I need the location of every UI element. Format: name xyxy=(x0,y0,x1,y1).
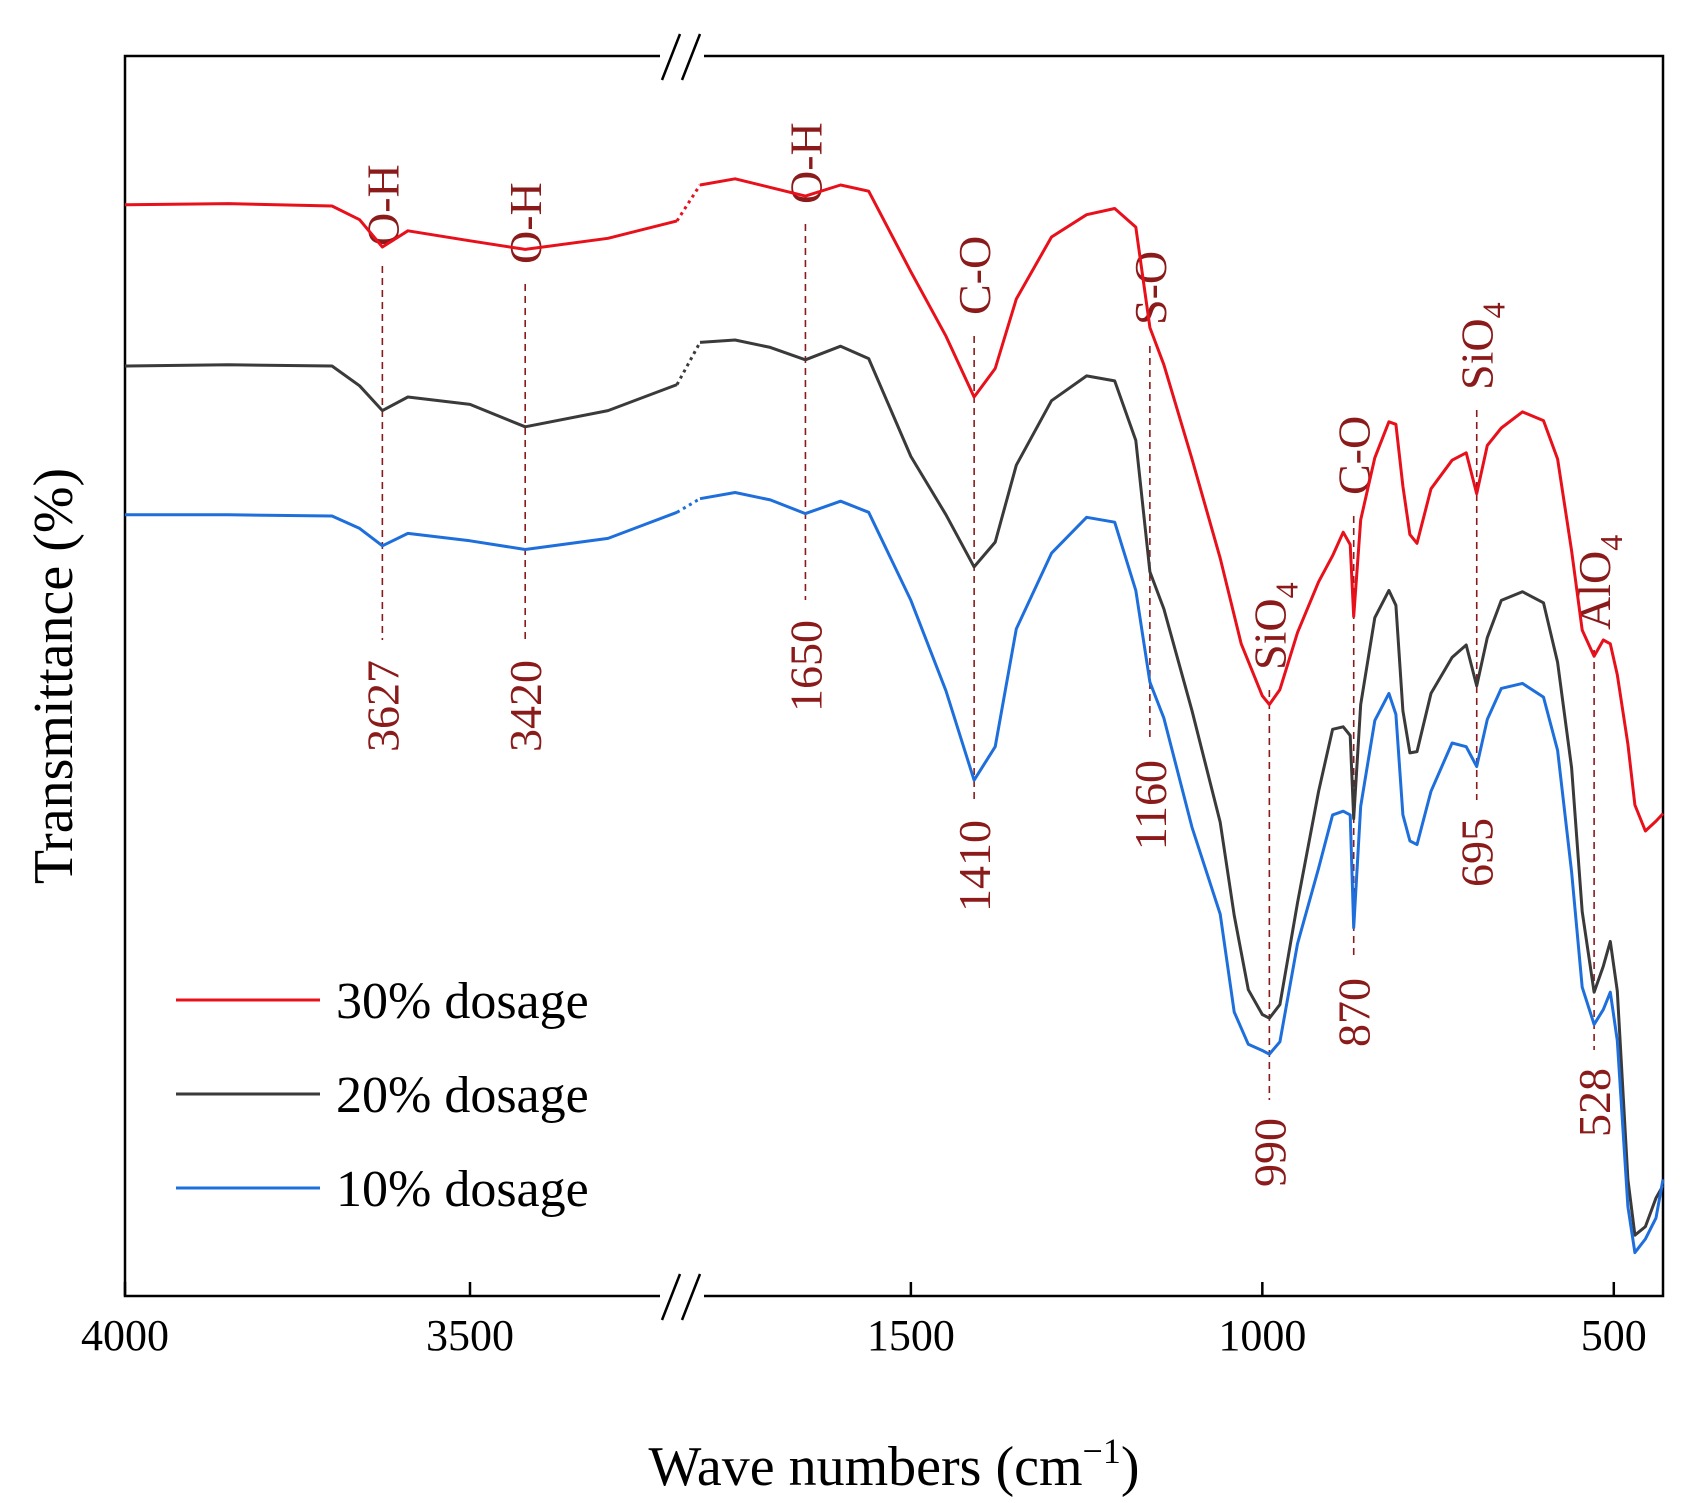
series-group xyxy=(124,177,1665,1255)
series-10-dosage-break-connector xyxy=(676,497,701,514)
x-ticks: 4000 3500 1500 1000 500 xyxy=(81,1282,1647,1360)
peak-value-1160: 1160 xyxy=(1125,760,1176,850)
peak-value-870: 870 xyxy=(1329,978,1380,1047)
axis-break-bottom xyxy=(660,1273,704,1321)
x-axis-title: Wave numbers (cm−1) xyxy=(649,1431,1140,1498)
series-30-dosage-right xyxy=(699,177,1665,833)
peak-group-1160: S-O xyxy=(1125,251,1176,325)
peak-value-528: 528 xyxy=(1569,1068,1620,1137)
series-10-dosage-left xyxy=(125,510,678,551)
y-axis-title: Transmittance (%) xyxy=(23,468,85,884)
series-30-dosage-break-connector xyxy=(675,184,702,222)
peak-group-3627: O-H xyxy=(357,164,408,246)
series-30-dosage-left xyxy=(124,202,678,251)
plot-frame xyxy=(123,54,1665,1298)
peak-value-695: 695 xyxy=(1452,818,1503,887)
peak-group-870: C-O xyxy=(1329,416,1380,495)
x-tick-label-1000: 1000 xyxy=(1218,1311,1306,1360)
peak-group-695: SiO4 xyxy=(1452,302,1512,390)
peak-value-3627: 3627 xyxy=(357,660,408,752)
x-tick-label-4000: 4000 xyxy=(81,1311,169,1360)
series-20-dosage-break-connector xyxy=(675,341,702,386)
axis-break-top xyxy=(660,33,704,81)
legend-label-10-dosage: 10% dosage xyxy=(336,1161,589,1218)
legend: 30% dosage 20% dosage 10% dosage xyxy=(176,973,589,1218)
peak-value-1650: 1650 xyxy=(780,620,831,712)
series-20-dosage-left xyxy=(124,363,678,429)
peak-group-990: SiO4 xyxy=(1244,582,1304,670)
series-10-dosage-right xyxy=(699,491,1665,1255)
series-20-dosage-right xyxy=(699,338,1665,1237)
x-tick-label-3500: 3500 xyxy=(426,1311,514,1360)
x-tick-label-500: 500 xyxy=(1581,1311,1647,1360)
peak-group-1410: C-O xyxy=(949,236,1000,315)
x-tick-label-1500: 1500 xyxy=(867,1311,955,1360)
legend-label-30-dosage: 30% dosage xyxy=(336,973,589,1030)
peak-value-3420: 3420 xyxy=(500,660,551,752)
peak-group-3420: O-H xyxy=(500,182,551,264)
peak-value-990: 990 xyxy=(1244,1118,1295,1187)
legend-label-20-dosage: 20% dosage xyxy=(336,1067,589,1124)
peak-group-528: AlO4 xyxy=(1569,535,1629,630)
peak-value-1410: 1410 xyxy=(949,820,1000,912)
